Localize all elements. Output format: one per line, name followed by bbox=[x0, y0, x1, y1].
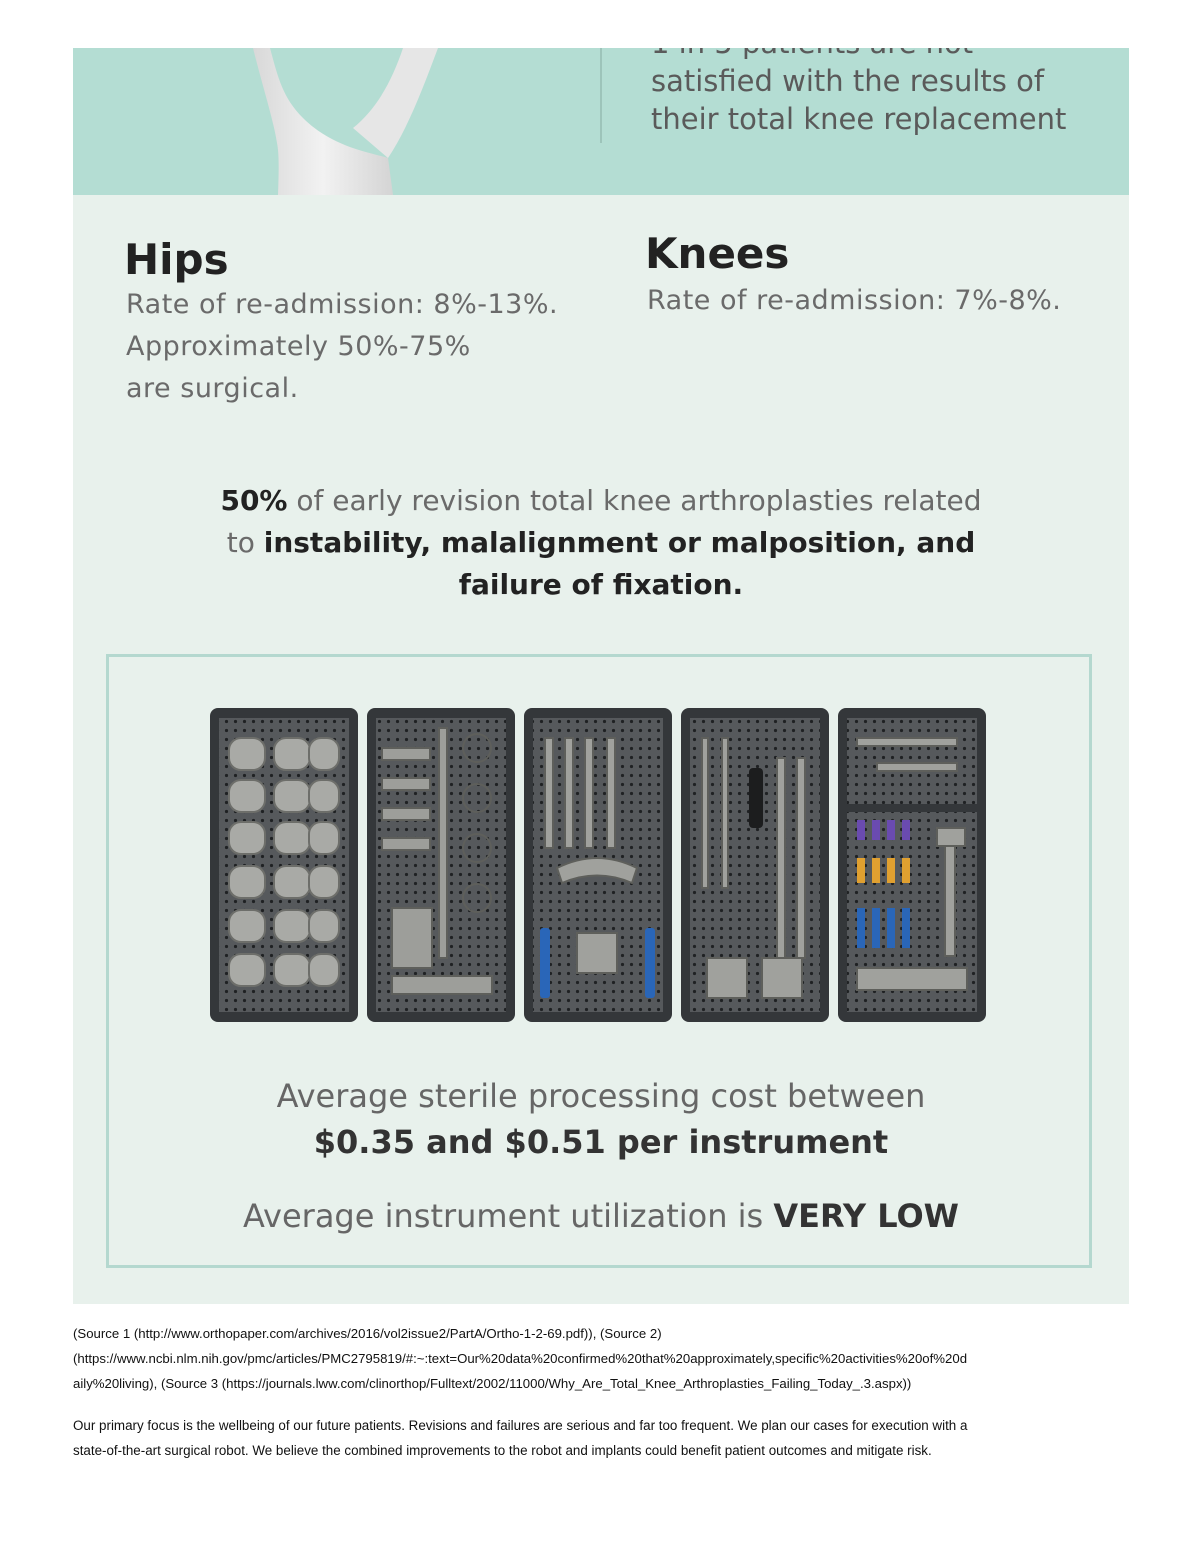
hips-line: Rate of re-admission: 8%-13%. bbox=[126, 289, 559, 320]
tray-implants bbox=[210, 708, 358, 1022]
cost-range: $0.35 and $0.51 per instrument bbox=[313, 1123, 889, 1161]
revision-percent: 50% bbox=[220, 484, 288, 517]
cost-line: Average sterile processing cost between bbox=[276, 1077, 926, 1115]
banner-divider bbox=[600, 48, 602, 143]
sources-citation: (Source 1 (http://www.orthopaper.com/arc… bbox=[73, 1321, 1129, 1396]
processing-cost-statement: Average sterile processing cost between … bbox=[73, 1073, 1129, 1165]
focus-line: state-of-the-art surgical robot. We beli… bbox=[73, 1443, 932, 1458]
revision-causes: failure of fixation. bbox=[458, 568, 744, 601]
focus-paragraph: Our primary focus is the wellbeing of ou… bbox=[73, 1413, 1129, 1463]
knees-line: Rate of re-admission: 7%-8%. bbox=[647, 285, 1062, 316]
tray-instruments-b bbox=[681, 708, 829, 1022]
dissatisfaction-statement: 1 in 5 patients are not satisfied with t… bbox=[651, 48, 1121, 138]
hips-line: Approximately 50%-75% bbox=[126, 331, 471, 362]
tray-cutting-guides bbox=[367, 708, 515, 1022]
knees-stats: Rate of re-admission: 7%-8%. bbox=[647, 280, 1061, 322]
tray-instruments-c bbox=[838, 708, 986, 1022]
hips-line: are surgical. bbox=[126, 373, 299, 404]
banner-line: their total knee replacement bbox=[651, 102, 1067, 136]
knees-heading: Knees bbox=[645, 229, 790, 278]
bone-illustration bbox=[253, 48, 438, 195]
knee-infographic: 1 in 5 patients are not satisfied with t… bbox=[73, 48, 1129, 1304]
revision-statement: 50% of early revision total knee arthrop… bbox=[73, 480, 1129, 606]
banner: 1 in 5 patients are not satisfied with t… bbox=[73, 48, 1129, 195]
revision-text: of early revision total knee arthroplast… bbox=[287, 484, 982, 517]
hips-stats: Rate of re-admission: 8%-13%. Approximat… bbox=[126, 284, 558, 410]
banner-line: 1 in 5 patients are not bbox=[651, 48, 1121, 62]
source-line: (https://www.ncbi.nlm.nih.gov/pmc/articl… bbox=[73, 1351, 968, 1366]
revision-text: to bbox=[226, 526, 264, 559]
utilization-statement: Average instrument utilization is VERY L… bbox=[73, 1193, 1129, 1239]
tray-instruments-a bbox=[524, 708, 672, 1022]
focus-line: Our primary focus is the wellbeing of ou… bbox=[73, 1418, 968, 1433]
banner-line: satisfied with the results of bbox=[651, 64, 1045, 98]
source-line: (Source 1 (http://www.orthopaper.com/arc… bbox=[73, 1326, 662, 1341]
instrument-panel-frame bbox=[106, 654, 1092, 1268]
utilization-text: Average instrument utilization is bbox=[243, 1197, 774, 1235]
revision-causes: instability, malalignment or malposition… bbox=[263, 526, 976, 559]
instrument-trays-image bbox=[210, 708, 986, 1022]
hips-heading: Hips bbox=[124, 235, 229, 284]
source-line: aily%20living), (Source 3 (https://journ… bbox=[73, 1376, 912, 1391]
utilization-emphasis: VERY LOW bbox=[773, 1197, 959, 1235]
